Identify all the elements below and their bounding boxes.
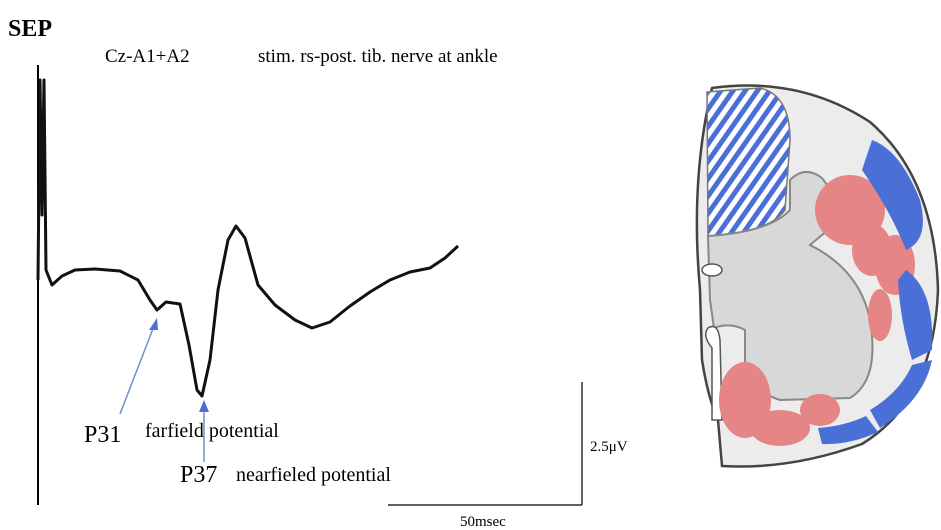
title: SEP — [8, 16, 52, 42]
peak-description: farfield potential — [145, 420, 279, 442]
time-scale: 50msec — [460, 514, 506, 530]
amplitude-scale: 2.5μV — [590, 439, 628, 455]
peak-label: P37 — [180, 462, 217, 488]
montage: Cz-A1+A2 — [105, 46, 190, 67]
stimulus: stim. rs-post. tib. nerve at ankle — [258, 46, 498, 67]
figure: SEP Cz-A1+A2 stim. rs-post. tib. nerve a… — [0, 0, 941, 530]
peak-label: P31 — [84, 422, 121, 448]
peak-description: nearfieled potential — [236, 464, 391, 486]
